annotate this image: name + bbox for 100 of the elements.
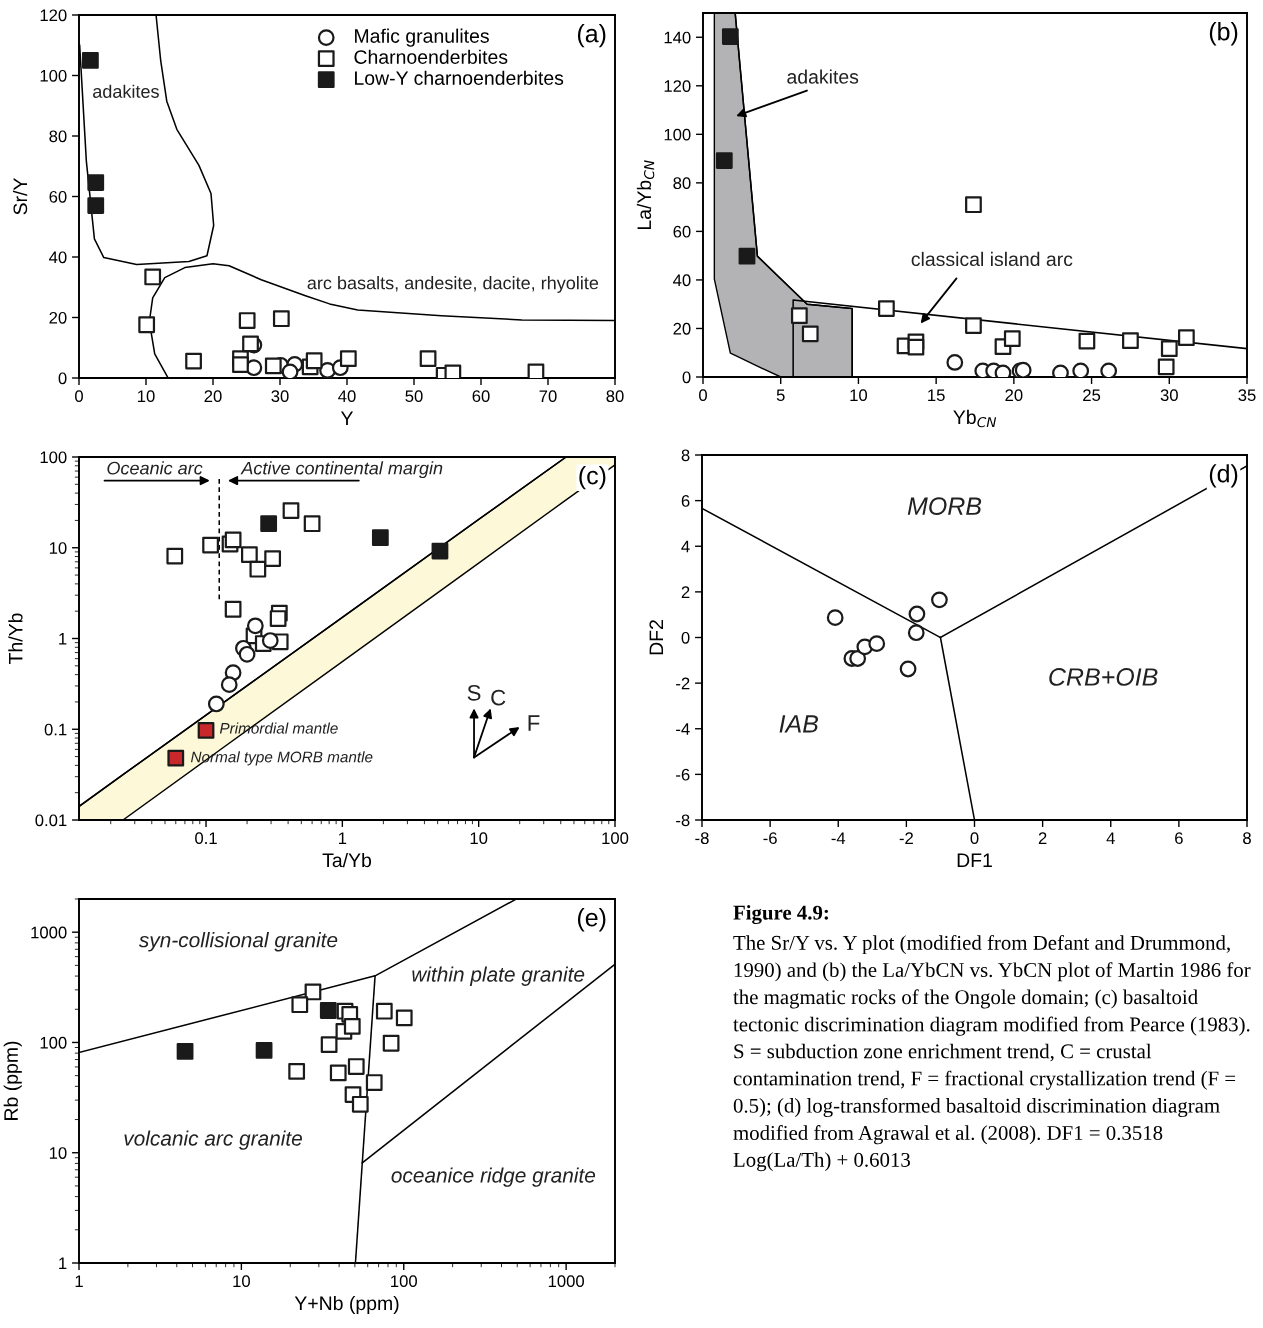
- y-tick-label: 0: [682, 371, 691, 384]
- x-tick-label: 8: [1243, 832, 1251, 845]
- y-tick-label: 1: [59, 633, 67, 645]
- annotation: oceanice ridge granite: [391, 1167, 596, 1187]
- x-tick-label: -2: [899, 832, 913, 844]
- y-tick-label: 10: [49, 1147, 67, 1159]
- x-tick-label: 5: [776, 389, 785, 402]
- annotation: C: [491, 689, 506, 706]
- x-tick-label: 100: [602, 832, 629, 845]
- y-tick-label: 0.1: [44, 723, 67, 736]
- y-tick-label: 4: [681, 540, 690, 553]
- y-tick-label: 40: [673, 274, 691, 287]
- annotation: syn-collisional granite: [138, 932, 338, 952]
- annotation: within plate granite: [412, 966, 585, 986]
- x-tick-label: 1: [338, 832, 347, 844]
- x-tick-label: 1: [75, 1275, 83, 1287]
- x-tick-label: 30: [271, 390, 289, 403]
- y-tick-label: 0: [681, 631, 690, 644]
- annotation: MORB: [907, 497, 982, 515]
- y-axis-title: Sr/Y: [12, 178, 28, 215]
- y-tick-label: 8: [681, 449, 690, 462]
- y-tick-label: 2: [681, 586, 690, 598]
- x-tick-label: 10: [233, 1275, 250, 1288]
- y-tick-label: 0.01: [35, 814, 67, 827]
- x-tick-label: 20: [204, 390, 222, 403]
- x-tick-label: 1000: [548, 1275, 585, 1288]
- annotation: classical island arc: [911, 251, 1073, 267]
- y-tick-label: 1000: [31, 926, 67, 939]
- y-tick-label: 80: [673, 177, 691, 190]
- y-tick-label: 0: [58, 372, 67, 385]
- y-tick-label: 1: [59, 1257, 67, 1270]
- text: The Sr/Y vs. Y plot (modified from Defant and Drummond, 1990) and (b) the La/YbCN vs. YbCN plot of Martin 1986 for the magmatic rocks of the Ongole domain; (c) basaltoid tectonic discrimination diagram modified from Pearce (1983). S = subduction zone enrichment trend, C = crustal contamination trend, F = fractional crystallization trend (F = 0.5); (d) log-transformed basaltoid discrimination diagram modified from Agrawal et al. (2008). DF1 = 0.3518 Log(La/Th) + 0.6013: [733, 935, 1251, 1172]
- y-tick-label: 10: [49, 542, 67, 554]
- x-axis-title: Yb$_{CN}$: [953, 409, 997, 428]
- y-tick-label: 100: [40, 1036, 67, 1049]
- annotation: arc basalts, andesite, dacite, rhyolite: [307, 276, 599, 293]
- y-tick-label: 120: [664, 80, 691, 92]
- y-tick-label: 60: [673, 225, 691, 238]
- x-tick-label: 20: [1005, 389, 1023, 402]
- x-axis-title: DF1: [957, 853, 992, 867]
- y-tick-label: 120: [40, 9, 67, 22]
- x-tick-label: 25: [1083, 389, 1101, 402]
- x-tick-label: 80: [606, 390, 624, 403]
- annotation: F: [528, 715, 540, 731]
- x-tick-label: 0.1: [195, 832, 217, 845]
- y-tick-label: -2: [676, 677, 690, 690]
- annotation: (d): [1209, 464, 1238, 488]
- y-axis-title: Rb (ppm): [3, 1041, 22, 1120]
- x-tick-label: -6: [763, 832, 777, 845]
- annotation: adakites: [93, 84, 159, 98]
- legend-label: Low-Y charnoenderbites: [355, 70, 564, 85]
- x-tick-label: 50: [405, 390, 423, 403]
- annotation: (c): [579, 466, 606, 490]
- annotation: IAB: [779, 715, 819, 733]
- x-tick-label: -8: [695, 832, 709, 845]
- y-tick-label: 20: [673, 322, 691, 335]
- annotation: Oceanic arc: [107, 461, 203, 475]
- y-axis-title: La/Yb$_{CN}$: [636, 160, 655, 230]
- annotation: S: [467, 684, 481, 701]
- y-tick-label: 100: [40, 69, 67, 82]
- y-tick-label: 6: [681, 495, 690, 507]
- y-tick-label: 20: [49, 311, 67, 324]
- y-axis-title: DF2: [649, 620, 664, 655]
- x-tick-label: 0: [970, 832, 979, 845]
- x-axis-title: Y: [340, 411, 354, 425]
- annotation: adakites: [787, 69, 859, 84]
- y-axis-title: Th/Yb: [8, 613, 23, 664]
- x-tick-label: 2: [1038, 832, 1047, 844]
- y-tick-label: 100: [40, 451, 67, 464]
- x-tick-label: 6: [1175, 832, 1183, 845]
- y-tick-label: 40: [49, 251, 67, 264]
- legend-label: Mafic granulites: [355, 28, 489, 47]
- annotation: Active continental margin: [240, 461, 443, 479]
- annotation: (e): [577, 908, 606, 932]
- legend-label: Charnoenderbites: [354, 49, 508, 64]
- x-tick-label: 10: [470, 832, 488, 845]
- x-tick-label: 40: [338, 390, 356, 403]
- y-tick-label: -4: [676, 723, 690, 735]
- x-tick-label: 30: [1160, 389, 1178, 402]
- y-tick-label: 100: [664, 128, 691, 141]
- x-tick-label: 70: [539, 390, 557, 403]
- y-tick-label: 60: [49, 190, 67, 203]
- x-tick-label: 100: [391, 1275, 417, 1288]
- x-tick-label: 10: [850, 389, 868, 402]
- x-tick-label: 0: [75, 390, 83, 403]
- x-axis-title: Ta/Yb: [322, 852, 372, 868]
- text: Figure 4.9:: [733, 905, 828, 925]
- x-tick-label: 15: [928, 389, 945, 402]
- y-tick-label: -8: [676, 814, 690, 827]
- y-tick-label: 140: [664, 31, 691, 44]
- y-tick-label: 80: [49, 130, 67, 143]
- annotation: CRB+OIB: [1049, 668, 1158, 686]
- y-tick-label: -6: [676, 768, 690, 781]
- annotation: (b): [1209, 22, 1238, 46]
- annotation: volcanic arc granite: [124, 1130, 302, 1150]
- x-tick-label: 10: [138, 390, 155, 403]
- x-tick-label: 0: [699, 389, 707, 402]
- x-tick-label: 60: [472, 390, 490, 403]
- x-tick-label: 35: [1238, 389, 1256, 402]
- annotation: (a): [577, 24, 606, 48]
